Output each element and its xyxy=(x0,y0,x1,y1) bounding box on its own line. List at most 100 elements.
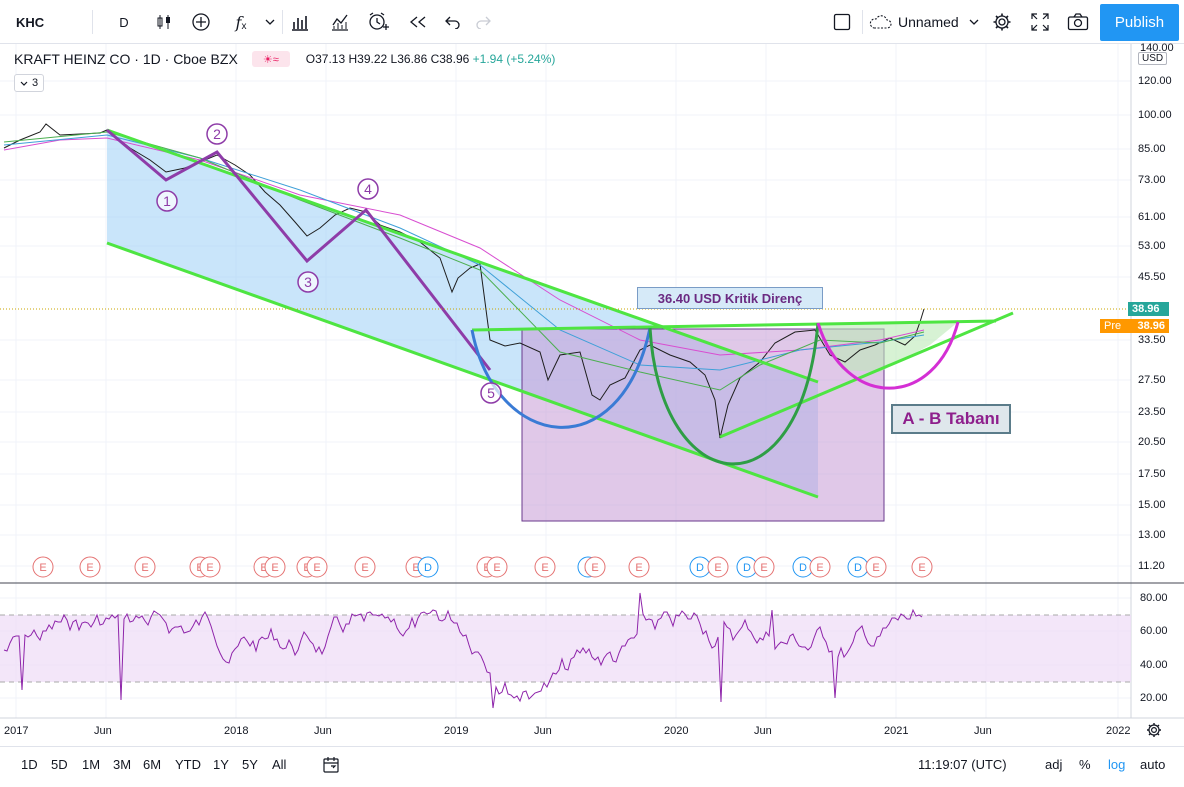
legend-ohlc: O37.13 H39.22 L36.86 C38.96 +1.94 (+5.24… xyxy=(306,52,556,66)
legend-low: L36.86 xyxy=(390,52,428,66)
settings-gear-icon[interactable] xyxy=(988,5,1016,39)
toolbar-divider xyxy=(92,10,93,34)
wave-label-3[interactable]: 3 xyxy=(297,271,319,293)
time-axis[interactable]: 2017 Jun 2018 Jun 2019 Jun 2020 Jun 2021 Jun 2022 xyxy=(0,722,1131,742)
earnings-event[interactable]: E xyxy=(584,556,606,578)
event-circle xyxy=(264,556,286,578)
dividend-event[interactable]: D xyxy=(417,556,439,578)
range-button-3m[interactable]: 3M xyxy=(113,757,132,772)
event-text: D xyxy=(743,562,751,574)
fullscreen-select-icon[interactable] xyxy=(828,5,856,39)
earnings-event[interactable]: E xyxy=(486,556,508,578)
legend-badge[interactable]: ☀≈ xyxy=(251,51,290,67)
earnings-event[interactable]: E xyxy=(264,556,286,578)
alert-icon[interactable] xyxy=(364,5,392,39)
wave-label-1[interactable]: 1 xyxy=(156,190,178,212)
adj-toggle[interactable]: adj xyxy=(1045,757,1063,772)
rsi-tick: 40.00 xyxy=(1140,659,1168,671)
auto-toggle[interactable]: auto xyxy=(1140,757,1166,772)
earnings-event[interactable]: E xyxy=(753,556,775,578)
rsi-tick: 80.00 xyxy=(1140,592,1168,604)
price-tick: 53.00 xyxy=(1138,240,1166,252)
price-axis[interactable]: 140.00 USD 120.00 100.00 85.00 73.00 61.00 53… xyxy=(1132,42,1184,718)
event-circle xyxy=(486,556,508,578)
range-button-1y[interactable]: 1Y xyxy=(213,757,229,772)
symbol-search-button[interactable]: KHC xyxy=(6,5,86,39)
earnings-event[interactable]: E xyxy=(79,556,101,578)
wave-label-circle xyxy=(480,382,502,404)
axis-settings-icon[interactable] xyxy=(1146,722,1164,740)
currency-label: USD xyxy=(1142,53,1164,64)
camera-snapshot-icon[interactable] xyxy=(1064,5,1092,39)
indicators-toggle[interactable]: 3 xyxy=(14,74,44,92)
redo-icon[interactable] xyxy=(470,5,496,39)
interval-button[interactable]: D xyxy=(110,5,138,39)
range-button-6m[interactable]: 6M xyxy=(143,757,162,772)
chevron-down-icon[interactable] xyxy=(260,5,280,39)
replay-icon[interactable] xyxy=(404,5,432,39)
wave-label-text: 3 xyxy=(304,274,312,290)
dividend-event[interactable]: D xyxy=(689,556,711,578)
layout-name-label: Unnamed xyxy=(898,14,959,30)
time-tick: Jun xyxy=(94,725,112,737)
event-text: E xyxy=(760,562,767,574)
event-text: E xyxy=(412,562,419,574)
earnings-event[interactable]: E xyxy=(32,556,54,578)
earnings-event[interactable]: E xyxy=(306,556,328,578)
earnings-event[interactable]: E xyxy=(628,556,650,578)
pre-price-value: 38.96 xyxy=(1137,320,1165,332)
earnings-event[interactable]: E xyxy=(809,556,831,578)
earnings-event[interactable]: E xyxy=(911,556,933,578)
range-button-1m[interactable]: 1M xyxy=(82,757,101,772)
pre-label: Pre xyxy=(1104,320,1122,332)
range-button-5y[interactable]: 5Y xyxy=(242,757,258,772)
compare-add-icon[interactable] xyxy=(187,5,215,39)
event-circle xyxy=(584,556,606,578)
price-tick: 27.50 xyxy=(1138,374,1166,386)
earnings-event[interactable]: E xyxy=(354,556,376,578)
range-button-1d[interactable]: 1D xyxy=(21,757,38,772)
layout-name-button[interactable]: Unnamed xyxy=(868,5,980,39)
wave-label-2[interactable]: 2 xyxy=(206,123,228,145)
earnings-event[interactable]: E xyxy=(199,556,221,578)
lower-trendline xyxy=(106,241,819,499)
event-text: D xyxy=(799,562,807,574)
dividend-event[interactable]: D xyxy=(792,556,814,578)
legend-high: H39.22 xyxy=(348,52,388,66)
earnings-event[interactable]: E xyxy=(865,556,887,578)
price-chart[interactable]: 1 2 3 4 5 EEEEEEEEEEEDEEEDEEDEDEDEDEE xyxy=(0,44,1184,744)
earnings-event[interactable]: E xyxy=(534,556,556,578)
percent-toggle[interactable]: % xyxy=(1079,757,1091,772)
range-button-5d[interactable]: 5D xyxy=(51,757,68,772)
wave-label-text: 2 xyxy=(213,126,221,142)
wave-label-5[interactable]: 5 xyxy=(480,382,502,404)
candles-icon[interactable] xyxy=(150,5,178,39)
undo-icon[interactable] xyxy=(440,5,466,39)
range-button-ytd[interactable]: YTD xyxy=(175,757,201,772)
chart-legend: KRAFT HEINZ CO · 1D · Cboe BZX ☀≈ O37.13… xyxy=(14,51,555,67)
publish-button[interactable]: Publish xyxy=(1100,4,1179,41)
event-text: E xyxy=(361,562,368,574)
wave-label-4[interactable]: 4 xyxy=(357,178,379,200)
financials-icon[interactable] xyxy=(286,5,314,39)
earnings-event[interactable]: E xyxy=(707,556,729,578)
indicator-count: 3 xyxy=(31,77,39,89)
rising-trendline xyxy=(719,311,1014,439)
chart-templates-icon[interactable] xyxy=(326,5,354,39)
log-toggle[interactable]: log xyxy=(1108,757,1126,772)
resistance-label[interactable]: 36.40 USD Kritik Direnç xyxy=(637,287,823,309)
dividend-event[interactable]: D xyxy=(847,556,869,578)
fullscreen-icon[interactable] xyxy=(1026,5,1054,39)
clock-label[interactable]: 11:19:07 (UTC) xyxy=(918,757,1007,772)
time-tick: 2020 xyxy=(664,725,689,737)
goto-date-icon[interactable] xyxy=(322,756,340,779)
toolbar-divider xyxy=(862,10,863,34)
price-series xyxy=(3,123,925,439)
ab-base-label[interactable]: A - B Tabanı xyxy=(891,404,1011,434)
upper-trendline xyxy=(106,128,819,384)
earnings-event[interactable]: E xyxy=(134,556,156,578)
range-button-all[interactable]: All xyxy=(272,757,287,772)
price-tick: 33.50 xyxy=(1138,334,1166,346)
cup-magenta-curve xyxy=(816,321,960,390)
